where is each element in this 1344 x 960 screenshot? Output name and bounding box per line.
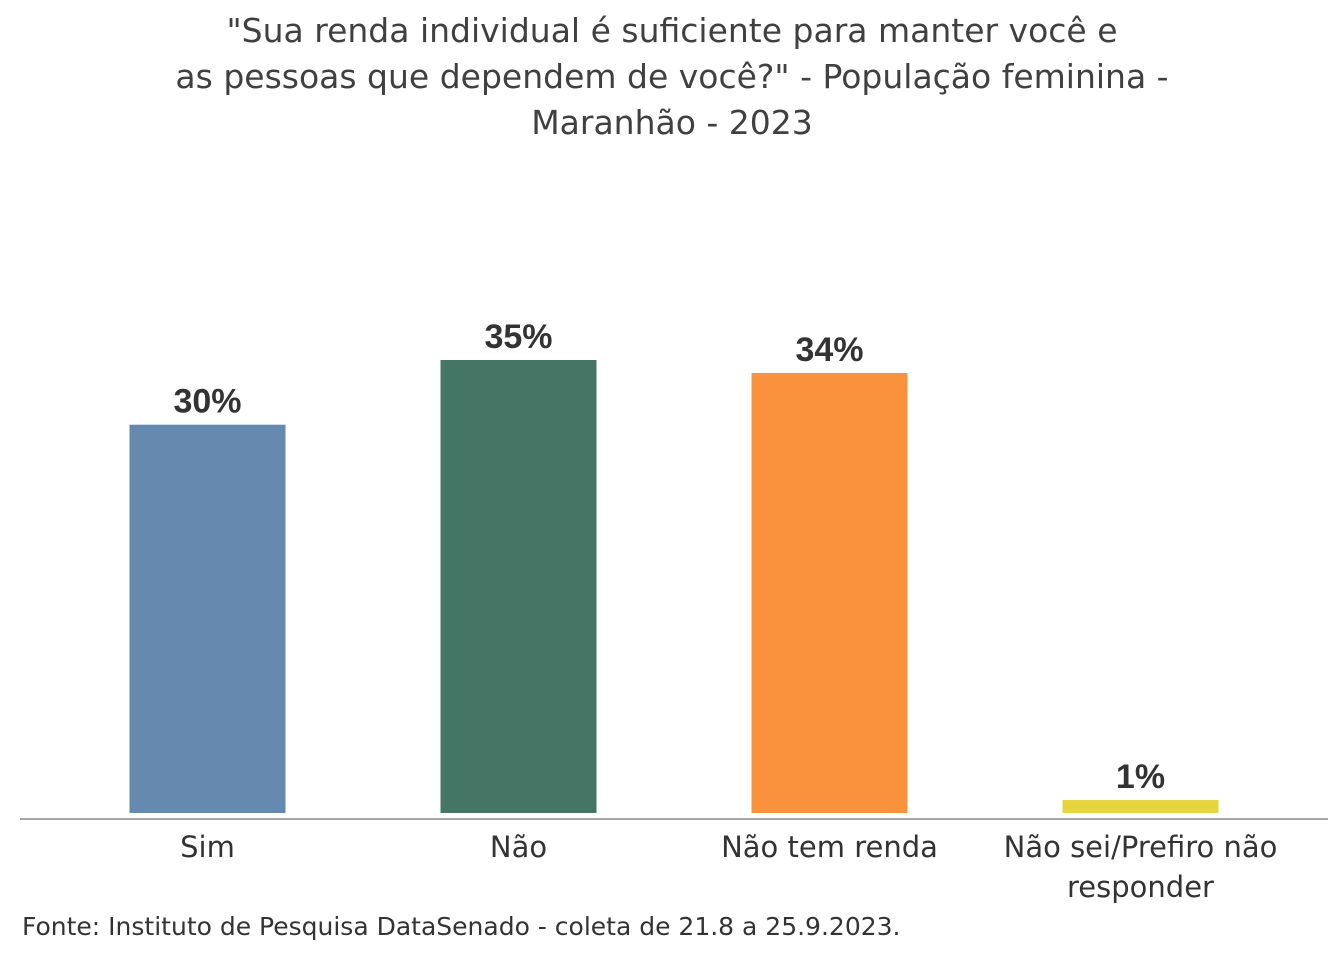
- x-tick-label-group: Sim Não Não tem renda Não sei/Prefiro não re…: [180, 830, 1277, 904]
- chart-title-line-1: "Sua renda individual é suficiente para …: [226, 11, 1118, 50]
- x-tick-label-1-0: Não: [490, 830, 547, 864]
- chart-title-line-3: Maranhão - 2023: [531, 103, 813, 142]
- bar-3: [1062, 800, 1219, 813]
- x-tick-label-2-0: Não tem renda: [721, 830, 938, 864]
- x-tick-label-3-1: responder: [1067, 870, 1214, 904]
- value-label-group: 30% 35% 34% 1%: [173, 318, 1165, 796]
- data-label-3: 1%: [1116, 758, 1165, 796]
- source-note: Fonte: Instituto de Pesquisa DataSenado …: [22, 912, 901, 941]
- bar-0: [129, 424, 286, 813]
- data-label-2: 34%: [795, 331, 863, 369]
- bar-group: [129, 360, 1219, 813]
- chart-title-line-2: as pessoas que dependem de você?" - Popu…: [175, 57, 1169, 96]
- bar-1: [440, 360, 597, 813]
- bar-2: [751, 372, 908, 813]
- data-label-0: 30%: [173, 383, 241, 421]
- chart-title: "Sua renda individual é suficiente para …: [0, 8, 1344, 146]
- x-tick-label-0-0: Sim: [180, 830, 235, 864]
- x-tick-label-3-0: Não sei/Prefiro não: [1004, 830, 1278, 864]
- data-label-1: 35%: [484, 318, 552, 356]
